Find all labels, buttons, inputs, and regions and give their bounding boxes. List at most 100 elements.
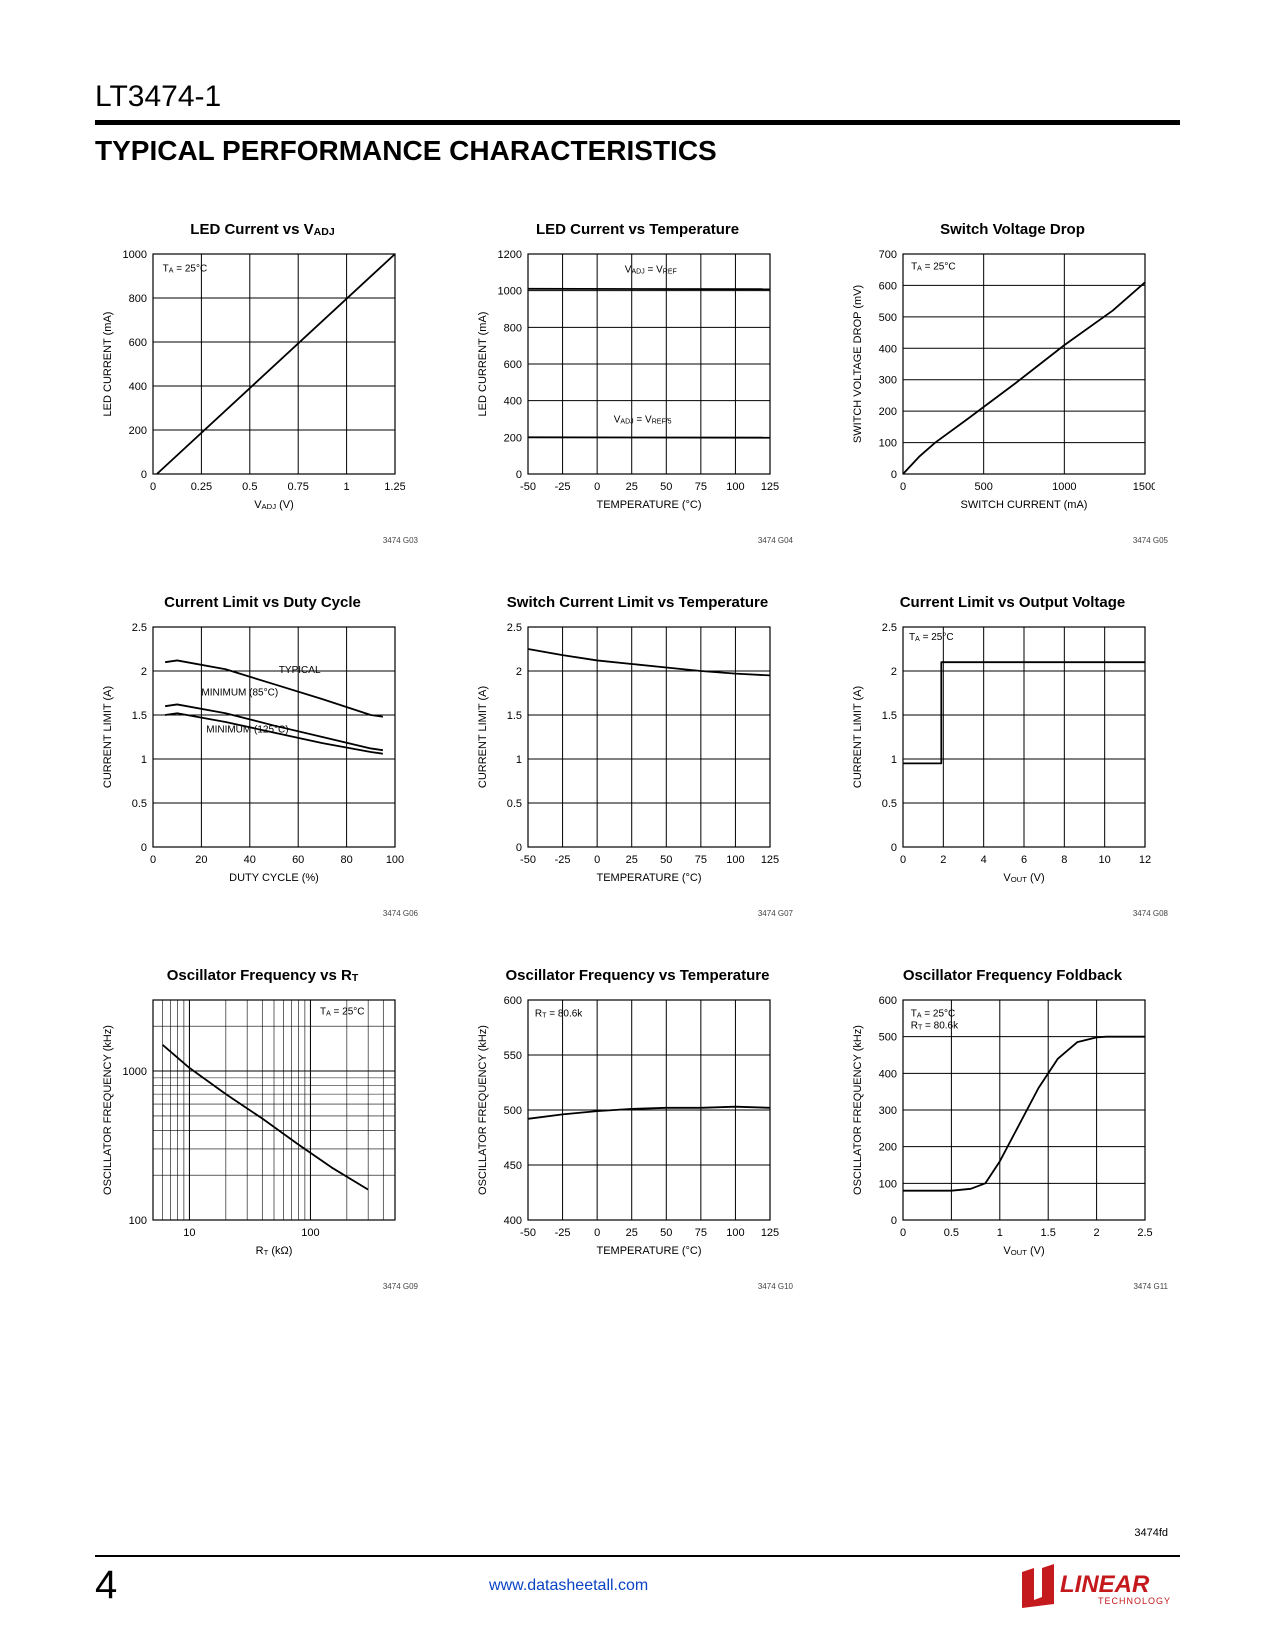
svg-text:0.5: 0.5	[242, 481, 257, 493]
svg-text:TEMPERATURE (°C): TEMPERATURE (°C)	[596, 1245, 701, 1257]
svg-text:MINIMUM (125°C): MINIMUM (125°C)	[206, 725, 288, 736]
footer: 3474fd 4 www.datasheetall.com LINEAR TEC…	[95, 1555, 1180, 1608]
doc-revision: 3474fd	[1134, 1527, 1168, 1539]
svg-text:100: 100	[301, 1227, 319, 1239]
footer-link[interactable]: www.datasheetall.com	[117, 1577, 1020, 1595]
chart-title: LED Current vs Temperature	[470, 202, 805, 238]
chart-plot: 00.250.50.7511.2502004006008001000TA = 2…	[95, 244, 405, 534]
chart-plot: 101001001000TA = 25°CRT (kΩ)OSCILLATOR F…	[95, 990, 405, 1280]
svg-text:2: 2	[516, 666, 522, 678]
svg-text:0: 0	[516, 842, 522, 854]
linear-logo: LINEAR TECHNOLOGY	[1020, 1564, 1180, 1608]
svg-text:0.5: 0.5	[507, 798, 522, 810]
svg-text:50: 50	[660, 1227, 672, 1239]
svg-text:600: 600	[879, 280, 897, 292]
svg-text:600: 600	[504, 995, 522, 1007]
svg-text:2: 2	[940, 854, 946, 866]
svg-text:1: 1	[997, 1227, 1003, 1239]
svg-text:OSCILLATOR FREQUENCY (kHz): OSCILLATOR FREQUENCY (kHz)	[852, 1025, 864, 1195]
svg-text:-50: -50	[520, 481, 536, 493]
svg-text:0: 0	[150, 854, 156, 866]
svg-text:300: 300	[879, 375, 897, 387]
svg-text:500: 500	[879, 312, 897, 324]
svg-text:2: 2	[891, 666, 897, 678]
svg-text:TA = 25°C: TA = 25°C	[320, 1006, 365, 1017]
chart-title: Oscillator Frequency vs RT	[95, 948, 430, 984]
svg-text:100: 100	[386, 854, 404, 866]
svg-text:2.5: 2.5	[132, 622, 147, 634]
svg-text:0: 0	[594, 854, 600, 866]
svg-text:500: 500	[974, 481, 992, 493]
svg-text:125: 125	[761, 854, 779, 866]
figure-id: 3474 G04	[470, 536, 805, 545]
svg-text:25: 25	[626, 854, 638, 866]
svg-text:1000: 1000	[123, 249, 147, 261]
svg-text:50: 50	[660, 854, 672, 866]
svg-text:1500: 1500	[1133, 481, 1155, 493]
svg-text:400: 400	[504, 1215, 522, 1227]
svg-text:VOUT (V): VOUT (V)	[1003, 872, 1044, 884]
figure-id: 3474 G03	[95, 536, 430, 545]
svg-text:100: 100	[726, 854, 744, 866]
svg-text:0: 0	[900, 854, 906, 866]
svg-text:10: 10	[1099, 854, 1111, 866]
svg-text:400: 400	[129, 381, 147, 393]
svg-text:TYPICAL: TYPICAL	[279, 665, 321, 676]
svg-text:0: 0	[891, 469, 897, 481]
svg-text:MINIMUM (85°C): MINIMUM (85°C)	[201, 688, 278, 699]
svg-text:CURRENT LIMIT (A): CURRENT LIMIT (A)	[477, 686, 489, 788]
figure-id: 3474 G10	[470, 1282, 805, 1291]
svg-text:DUTY CYCLE (%): DUTY CYCLE (%)	[229, 872, 319, 884]
chart-cell: Oscillator Frequency Foldback00.511.522.…	[845, 948, 1180, 1291]
chart-title: Switch Current Limit vs Temperature	[470, 575, 805, 611]
svg-text:SWITCH VOLTAGE DROP (mV): SWITCH VOLTAGE DROP (mV)	[852, 285, 864, 443]
svg-text:0: 0	[141, 469, 147, 481]
svg-text:0: 0	[891, 1215, 897, 1227]
svg-text:RT = 80.6k: RT = 80.6k	[911, 1021, 959, 1032]
chart-plot: 02468101200.511.522.5TA = 25°CVOUT (V)CU…	[845, 617, 1155, 907]
svg-text:50: 50	[660, 481, 672, 493]
chart-grid: LED Current vs VADJ00.250.50.7511.250200…	[95, 202, 1180, 1291]
chart-plot: -50-25025507510012500.511.522.5TEMPERATU…	[470, 617, 780, 907]
svg-text:200: 200	[879, 406, 897, 418]
svg-text:25: 25	[626, 1227, 638, 1239]
svg-text:1: 1	[891, 754, 897, 766]
chart-plot: -50-250255075100125020040060080010001200…	[470, 244, 780, 534]
svg-text:0: 0	[594, 1227, 600, 1239]
svg-text:2.5: 2.5	[882, 622, 897, 634]
svg-text:VADJ (V): VADJ (V)	[254, 499, 294, 511]
svg-text:800: 800	[129, 293, 147, 305]
svg-text:75: 75	[695, 854, 707, 866]
svg-text:75: 75	[695, 481, 707, 493]
figure-id: 3474 G06	[95, 909, 430, 918]
svg-text:VADJ = VREF: VADJ = VREF	[625, 264, 677, 275]
section-title: TYPICAL PERFORMANCE CHARACTERISTICS	[95, 135, 1180, 167]
svg-text:-50: -50	[520, 1227, 536, 1239]
svg-text:10: 10	[183, 1227, 195, 1239]
svg-text:1200: 1200	[498, 249, 522, 261]
chart-cell: Switch Voltage Drop050010001500010020030…	[845, 202, 1180, 545]
svg-text:OSCILLATOR FREQUENCY (kHz): OSCILLATOR FREQUENCY (kHz)	[102, 1025, 114, 1195]
svg-text:300: 300	[879, 1105, 897, 1117]
svg-text:-25: -25	[555, 481, 571, 493]
svg-text:100: 100	[879, 438, 897, 450]
svg-text:TA = 25°C: TA = 25°C	[911, 262, 956, 273]
svg-text:2.5: 2.5	[1137, 1227, 1152, 1239]
svg-text:80: 80	[340, 854, 352, 866]
svg-text:2.5: 2.5	[507, 622, 522, 634]
svg-text:1.5: 1.5	[1041, 1227, 1056, 1239]
svg-text:40: 40	[244, 854, 256, 866]
svg-text:100: 100	[726, 1227, 744, 1239]
chart-plot: 02040608010000.511.522.5TYPICALMINIMUM (…	[95, 617, 405, 907]
chart-plot: 0500100015000100200300400500600700TA = 2…	[845, 244, 1155, 534]
svg-text:RT = 80.6k: RT = 80.6k	[535, 1009, 583, 1020]
chart-cell: Oscillator Frequency vs Temperature-50-2…	[470, 948, 805, 1291]
svg-text:25: 25	[626, 481, 638, 493]
svg-text:TEMPERATURE (°C): TEMPERATURE (°C)	[596, 499, 701, 511]
svg-text:TA = 25°C: TA = 25°C	[911, 1009, 956, 1020]
svg-text:0: 0	[516, 469, 522, 481]
svg-text:4: 4	[981, 854, 987, 866]
svg-text:400: 400	[879, 343, 897, 355]
svg-text:OSCILLATOR FREQUENCY (kHz): OSCILLATOR FREQUENCY (kHz)	[477, 1025, 489, 1195]
chart-cell: Current Limit vs Output Voltage024681012…	[845, 575, 1180, 918]
